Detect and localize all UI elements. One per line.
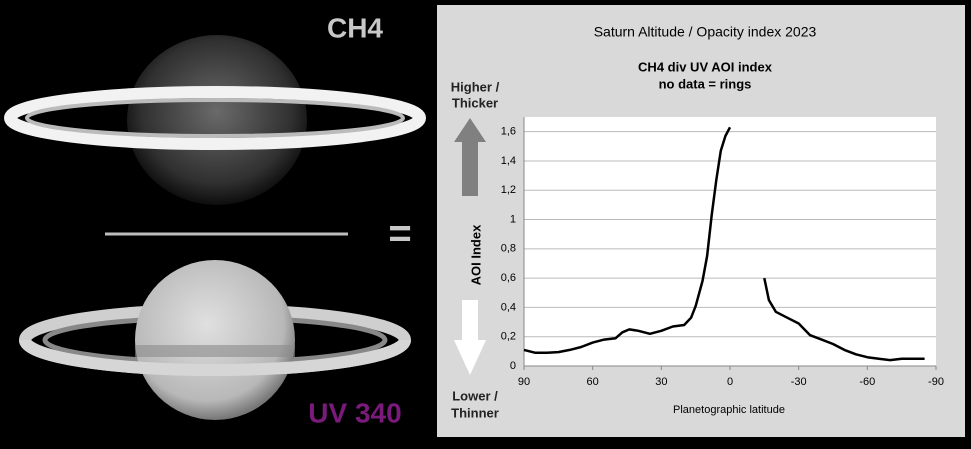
x-tick-label: 30	[655, 376, 667, 388]
data-line	[523, 126, 925, 362]
plot-area	[524, 117, 936, 366]
x-axis-label: Planetographic latitude	[673, 404, 785, 416]
ch4-label: CH4	[327, 12, 383, 43]
x-tick-label: -60	[859, 376, 875, 388]
arrow-label: Thinner	[451, 405, 499, 420]
x-tick-label: -30	[791, 376, 807, 388]
annotation: no data = rings	[659, 76, 752, 91]
x-tick-label: 60	[587, 376, 599, 388]
y-tick-label: 1,2	[501, 184, 516, 196]
arrow-label: Higher /	[451, 79, 500, 94]
down-arrow	[454, 300, 486, 375]
saturn-ch4	[4, 35, 426, 205]
up-arrow	[454, 118, 486, 196]
arrow-label: Thicker	[452, 95, 498, 110]
y-tick-label: 0	[510, 360, 516, 372]
uv-label: UV 340	[308, 397, 401, 428]
y-tick-label: 0,8	[501, 243, 516, 255]
y-tick-label: 1,4	[501, 155, 516, 167]
y-tick-label: 0,6	[501, 272, 516, 284]
equals: =	[388, 212, 411, 256]
y-tick-label: 1,6	[501, 126, 516, 138]
y-tick-label: 0,2	[501, 331, 516, 343]
y-axis-label: AOI Index	[468, 224, 483, 285]
x-tick-label: 0	[727, 376, 733, 388]
chart-subtitle: CH4 div UV AOI index	[638, 59, 773, 74]
y-tick-label: 0,4	[501, 301, 516, 313]
arrow-label: Lower /	[452, 388, 498, 403]
y-tick-label: 1	[510, 213, 516, 225]
saturn-uv	[19, 260, 411, 420]
x-tick-label: 90	[518, 376, 530, 388]
chart-title: Saturn Altitude / Opacity index 2023	[594, 24, 817, 40]
x-tick-label: -90	[928, 376, 944, 388]
